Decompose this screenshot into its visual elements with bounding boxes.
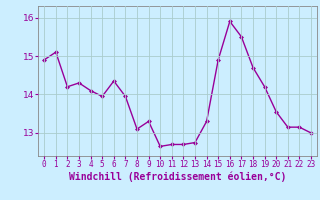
- X-axis label: Windchill (Refroidissement éolien,°C): Windchill (Refroidissement éolien,°C): [69, 172, 286, 182]
